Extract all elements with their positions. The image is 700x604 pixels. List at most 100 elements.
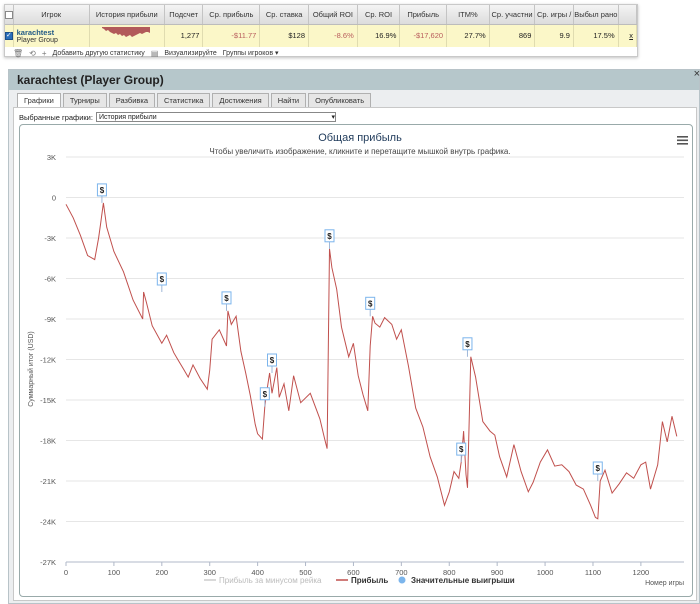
profit-chart[interactable]: 3K 0 -3K -6K -9K -12K -15K -18K -21K -24K -27K 0 10… [20,125,694,598]
chart-type-select-value: История прибыли [98,113,157,121]
big-win-marker[interactable]: $ [259,387,270,407]
tab-breakdown[interactable]: Разбивка [108,93,156,107]
big-win-marker[interactable]: $ [456,442,467,463]
column-header-avg-games[interactable]: Ср. игры / [534,5,574,25]
select-all-checkbox[interactable] [5,10,13,19]
column-header-early-out[interactable]: Выбыл рано [573,5,619,25]
chart-menu-icon[interactable] [677,136,688,145]
y-tick-label: -18K [40,437,56,446]
column-header-avg-stake[interactable]: Ср. ставка [259,5,310,25]
big-win-label: $ [459,445,464,454]
big-win-marker[interactable]: $ [221,291,232,311]
x-tick-label: 1000 [537,568,554,577]
chart-icon: ▤ [150,48,159,58]
column-header-avg-roi[interactable]: Ср. ROI [357,5,401,25]
legend-label: Значительные выигрыши [411,576,515,585]
x-tick-label: 200 [156,568,169,577]
big-win-marker[interactable]: $ [96,183,107,203]
add-icon: + [41,48,47,58]
player-name-link[interactable]: karachtest [16,27,55,37]
chart-select-label: Выбранные графики: [19,112,93,122]
big-win-marker[interactable]: $ [324,229,335,249]
legend-item[interactable]: Прибыль за минусом рейка [204,576,322,585]
visualize-link[interactable]: Визуализируйте [164,49,217,57]
select-all-checkbox-cell[interactable] [5,5,14,25]
tab-statistics[interactable]: Статистика [157,93,211,107]
player-group-label: Player Group [16,36,58,44]
x-tick-label: 0 [64,568,68,577]
column-header-profit-history[interactable]: История прибыли [89,5,165,25]
chart-title: Общая прибыль [318,132,402,144]
profit-chart-frame[interactable]: 3K 0 -3K -6K -9K -12K -15K -18K -21K -24K -27K 0 10… [19,124,693,597]
trash-icon[interactable]: 🗑 [13,48,24,58]
panel-title: karachtest (Player Group) [17,73,164,87]
caret-down-icon: ▾ [275,50,279,57]
tab-achievements[interactable]: Достижения [212,93,269,107]
x-tick-label: 1200 [633,568,650,577]
avg-profit-value: -$11.77 [202,24,261,47]
player-panel: karachtest (Player Group) × Графики Турн… [8,68,700,604]
player-groups-dropdown[interactable]: Группы игроков ▾ [222,50,279,57]
chevron-down-icon: ▾ [331,114,335,121]
profit-line [65,202,678,520]
itm-value: 27.7% [446,24,490,47]
y-tick-label: -9K [44,315,56,324]
column-header-itm[interactable]: ITM% [446,5,490,25]
tab-tournaments[interactable]: Турниры [62,93,107,107]
column-header-avg-entrants[interactable]: Ср. участни [489,5,536,25]
big-win-marker[interactable]: $ [365,296,376,317]
avg-roi-value: 16.9% [357,24,401,47]
big-win-marker[interactable]: $ [462,337,473,357]
avg-stake-value: $128 [259,24,310,47]
x-tick-label: 300 [203,568,216,577]
stats-toolbar: 🗑 ⟲ + Добавить другую статистику ▤ Визуа… [5,47,637,60]
big-win-label: $ [160,275,165,284]
total-roi-value: -8.6% [308,24,358,47]
big-win-label: $ [368,299,373,308]
avg-entrants-value: 869 [489,24,536,47]
big-win-marker[interactable]: $ [156,272,167,292]
big-win-marker[interactable]: $ [267,353,277,373]
big-win-label: $ [270,356,275,365]
column-header-profit[interactable]: Прибыль [399,5,448,25]
y-tick-label: -24K [40,518,56,527]
column-header-avg-profit[interactable]: Ср. прибыль [202,5,261,25]
y-tick-label: -12K [40,356,56,365]
count-value: 1,277 [164,24,204,47]
table-row[interactable]: karachtest Player Group 1,277 -$11.77 $1… [5,24,638,47]
big-win-marker[interactable]: $ [592,461,603,481]
x-tick-label: 100 [108,568,121,577]
x-tick-label: 700 [395,568,408,577]
column-header-remove [618,5,638,25]
tab-find[interactable]: Найти [270,93,307,107]
avg-games-value: 9.9 [534,24,574,47]
big-win-label: $ [327,232,332,241]
tab-charts[interactable]: Графики [17,93,61,107]
remove-row-button[interactable]: x [618,24,638,47]
legend-item[interactable]: Прибыль [336,576,388,585]
chart-type-select[interactable]: История прибыли ▾ [95,112,336,122]
legend-label: Прибыль [351,576,388,585]
y-tick-label: -6K [44,275,56,284]
big-win-label: $ [596,464,601,473]
column-header-count[interactable]: Подсчет [164,5,204,25]
profit-value: -$17,620 [399,24,448,47]
panel-tabs: Графики Турниры Разбивка Статистика Дост… [9,90,699,107]
refresh-icon[interactable]: ⟲ [29,48,36,58]
row-checkbox[interactable] [5,31,13,40]
column-header-total-roi[interactable]: Общий ROI [308,5,358,25]
big-win-label: $ [263,390,268,399]
close-panel-button[interactable]: × [693,68,700,80]
tab-publish[interactable]: Опубликовать [308,93,372,107]
charts-tab-content: Выбранные графики: История прибыли ▾ 3K 0… [13,107,697,601]
x-tick-label: 500 [299,568,312,577]
legend-item[interactable]: Значительные выигрыши [398,576,515,585]
player-stats-table: Игрок История прибыли Подсчет Ср. прибыл… [4,4,638,60]
big-win-label: $ [465,340,470,349]
legend-label: Прибыль за минусом рейка [219,576,322,585]
column-header-player[interactable]: Игрок [13,5,90,25]
add-stat-link[interactable]: Добавить другую статистику [52,49,145,57]
big-win-label: $ [224,294,229,303]
y-tick-label: -3K [44,234,56,243]
profit-history-sparkline [89,24,164,45]
